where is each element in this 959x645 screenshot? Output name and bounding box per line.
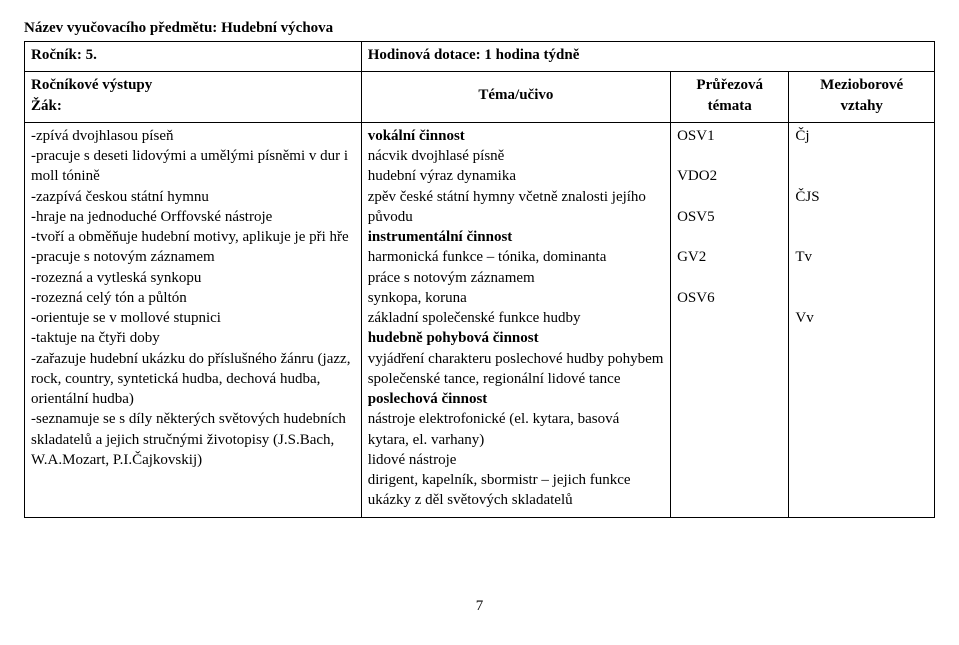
relation-item: Čj bbox=[795, 126, 928, 146]
outcome-item: -zpívá dvojhlasou píseň bbox=[31, 126, 355, 146]
relation-item bbox=[795, 288, 928, 308]
topic-item: instrumentální činnost bbox=[368, 227, 664, 247]
crosscut-item: OSV1 bbox=[677, 126, 782, 146]
topic-bold: poslechová činnost bbox=[368, 391, 488, 407]
relation-item bbox=[795, 146, 928, 166]
topic-item: poslechová činnost bbox=[368, 389, 664, 409]
topic-item: hudební výraz dynamika bbox=[368, 166, 664, 186]
col-head-3-line2: témata bbox=[677, 96, 782, 116]
topic-item: vokální činnost bbox=[368, 126, 664, 146]
col-head-3-line1: Průřezová bbox=[677, 75, 782, 95]
relation-item: Tv bbox=[795, 247, 928, 267]
col-head-1-line1: Ročníkové výstupy bbox=[31, 75, 355, 95]
outcome-item: -taktuje na čtyři doby bbox=[31, 328, 355, 348]
curriculum-table: Ročník: 5. Hodinová dotace: 1 hodina týd… bbox=[24, 41, 935, 518]
topic-bold: hudebně pohybová činnost bbox=[368, 330, 539, 346]
cell-topics: vokální činnost nácvik dvojhlasé písně h… bbox=[361, 122, 670, 517]
crosscut-item: OSV6 bbox=[677, 288, 782, 308]
col-head-3: Průřezová témata bbox=[671, 72, 789, 123]
relation-item bbox=[795, 268, 928, 288]
crosscut-item bbox=[677, 187, 782, 207]
outcome-item: -hraje na jednoduché Orffovské nástroje bbox=[31, 207, 355, 227]
table-header-row: Ročník: 5. Hodinová dotace: 1 hodina týd… bbox=[25, 42, 935, 72]
allocation-label: Hodinová dotace: bbox=[368, 47, 481, 63]
crosscut-item: GV2 bbox=[677, 247, 782, 267]
outcome-item: -seznamuje se s díly některých světových… bbox=[31, 409, 355, 470]
crosscut-item bbox=[677, 268, 782, 288]
topic-item: dirigent, kapelník, sbormistr – jejich f… bbox=[368, 470, 664, 490]
cell-outcomes: -zpívá dvojhlasou píseň -pracuje s deset… bbox=[25, 122, 362, 517]
outcome-item: -pracuje s deseti lidovými a umělými pís… bbox=[31, 146, 355, 187]
col-head-1: Ročníkové výstupy Žák: bbox=[25, 72, 362, 123]
grade-value: 5. bbox=[86, 47, 97, 63]
allocation-value: 1 hodina týdně bbox=[484, 47, 579, 63]
topic-item: hudebně pohybová činnost bbox=[368, 328, 664, 348]
topic-bold: instrumentální činnost bbox=[368, 229, 513, 245]
topic-item: práce s notovým záznamem bbox=[368, 268, 664, 288]
relation-item: ČJS bbox=[795, 187, 928, 207]
outcome-item: -tvoří a obměňuje hudební motivy, apliku… bbox=[31, 227, 355, 247]
grade-label: Ročník: bbox=[31, 47, 82, 63]
topic-item: harmonická funkce – tónika, dominanta bbox=[368, 247, 664, 267]
outcome-item: -zařazuje hudební ukázku do příslušného … bbox=[31, 349, 355, 410]
relation-item bbox=[795, 227, 928, 247]
topic-bold: vokální činnost bbox=[368, 128, 465, 144]
col-head-4-line1: Mezioborové bbox=[795, 75, 928, 95]
col-head-1-line2: Žák: bbox=[31, 96, 355, 116]
topic-item: nácvik dvojhlasé písně bbox=[368, 146, 664, 166]
topic-item: nástroje elektrofonické (el. kytara, bas… bbox=[368, 409, 664, 450]
header-cell-allocation: Hodinová dotace: 1 hodina týdně bbox=[361, 42, 934, 72]
topic-item: synkopa, koruna bbox=[368, 288, 664, 308]
crosscut-item: OSV5 bbox=[677, 207, 782, 227]
crosscut-item bbox=[677, 227, 782, 247]
col-head-4-line2: vztahy bbox=[795, 96, 928, 116]
col-head-2: Téma/učivo bbox=[361, 72, 670, 123]
topic-item: základní společenské funkce hudby bbox=[368, 308, 664, 328]
topic-item: vyjádření charakteru poslechové hudby po… bbox=[368, 349, 664, 369]
relation-item: Vv bbox=[795, 308, 928, 328]
outcome-item: -rozezná a vytleská synkopu bbox=[31, 268, 355, 288]
col-head-4: Mezioborové vztahy bbox=[789, 72, 935, 123]
header-cell-grade: Ročník: 5. bbox=[25, 42, 362, 72]
outcome-item: -zazpívá českou státní hymnu bbox=[31, 187, 355, 207]
table-body-row: -zpívá dvojhlasou píseň -pracuje s deset… bbox=[25, 122, 935, 517]
topic-item: zpěv české státní hymny včetně znalosti … bbox=[368, 187, 664, 228]
relation-item bbox=[795, 207, 928, 227]
page-number: 7 bbox=[24, 598, 935, 615]
relation-item bbox=[795, 166, 928, 186]
topic-item: ukázky z děl světových skladatelů bbox=[368, 490, 664, 510]
subject-value: Hudební výchova bbox=[221, 20, 333, 36]
topic-item: společenské tance, regionální lidové tan… bbox=[368, 369, 664, 389]
cell-crosscut: OSV1 VDO2 OSV5 GV2 OSV6 bbox=[671, 122, 789, 517]
crosscut-item: VDO2 bbox=[677, 166, 782, 186]
topic-item: lidové nástroje bbox=[368, 450, 664, 470]
outcome-item: -orientuje se v mollové stupnici bbox=[31, 308, 355, 328]
subject-label: Název vyučovacího předmětu: bbox=[24, 20, 217, 36]
outcome-item: -pracuje s notovým záznamem bbox=[31, 247, 355, 267]
crosscut-item bbox=[677, 146, 782, 166]
subject-title: Název vyučovacího předmětu: Hudební vých… bbox=[24, 20, 935, 37]
outcome-item: -rozezná celý tón a půltón bbox=[31, 288, 355, 308]
cell-relations: Čj ČJS Tv Vv bbox=[789, 122, 935, 517]
table-columns-row: Ročníkové výstupy Žák: Téma/učivo Průřez… bbox=[25, 72, 935, 123]
